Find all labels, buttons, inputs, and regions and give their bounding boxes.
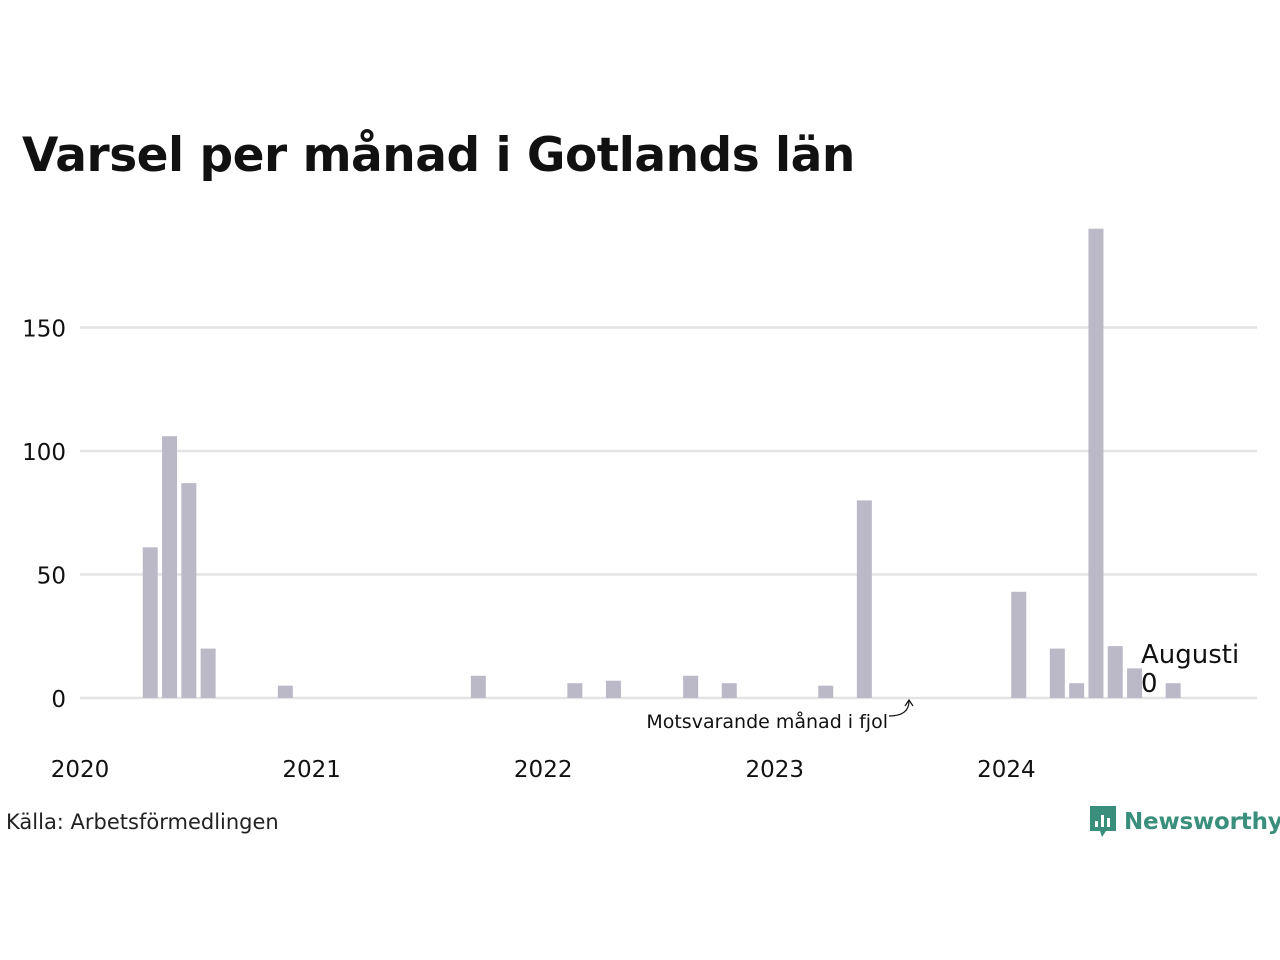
x-tick-label: 2021 bbox=[282, 757, 341, 783]
bar-2022-07 bbox=[683, 675, 699, 698]
source-note: Källa: Arbetsförmedlingen bbox=[6, 810, 279, 834]
bar-2024-03 bbox=[1069, 683, 1085, 698]
x-tick-label: 2024 bbox=[977, 757, 1036, 783]
chart-title: Varsel per månad i Gotlands län bbox=[22, 128, 855, 183]
y-tick-label: 0 bbox=[51, 687, 66, 713]
y-tick-label: 50 bbox=[37, 564, 66, 590]
bar-2020-03 bbox=[142, 547, 158, 698]
y-tick-label: 100 bbox=[22, 440, 66, 466]
bar-2022-09 bbox=[721, 683, 737, 698]
x-tick-label: 2023 bbox=[746, 757, 805, 783]
bar-2020-06 bbox=[200, 648, 216, 698]
annotation-arrowhead bbox=[904, 698, 914, 707]
bar-2020-05 bbox=[181, 483, 197, 698]
annotation-arrow bbox=[888, 700, 910, 717]
bar-2024-02 bbox=[1049, 648, 1065, 698]
y-tick-label: 150 bbox=[22, 317, 66, 343]
bar-2020-10 bbox=[277, 685, 293, 698]
bar-2024-08 bbox=[1165, 683, 1181, 698]
annotation-last-year: Motsvarande månad i fjol bbox=[646, 710, 888, 733]
newsworthy-logo[interactable]: Newsworthy bbox=[1088, 804, 1280, 840]
bar-2024-04 bbox=[1088, 228, 1104, 698]
bar-2022-03 bbox=[605, 680, 621, 698]
bar-2024-06 bbox=[1127, 668, 1143, 698]
bar-2020-04 bbox=[162, 436, 178, 698]
annotation-current-value: 0 bbox=[1141, 669, 1158, 699]
annotation-current-month: Augusti bbox=[1141, 640, 1239, 670]
bar-2024-05 bbox=[1107, 646, 1123, 698]
bar-2021-08 bbox=[470, 675, 486, 698]
bar-2023-12 bbox=[1011, 591, 1027, 698]
bar-2023-02 bbox=[818, 685, 834, 698]
brand-name: Newsworthy bbox=[1124, 809, 1280, 835]
x-tick-label: 2022 bbox=[514, 757, 573, 783]
newsworthy-logo-icon bbox=[1090, 806, 1116, 837]
bar-2022-01 bbox=[567, 683, 583, 698]
x-tick-label: 2020 bbox=[51, 757, 110, 783]
bar-2023-04 bbox=[856, 500, 872, 698]
